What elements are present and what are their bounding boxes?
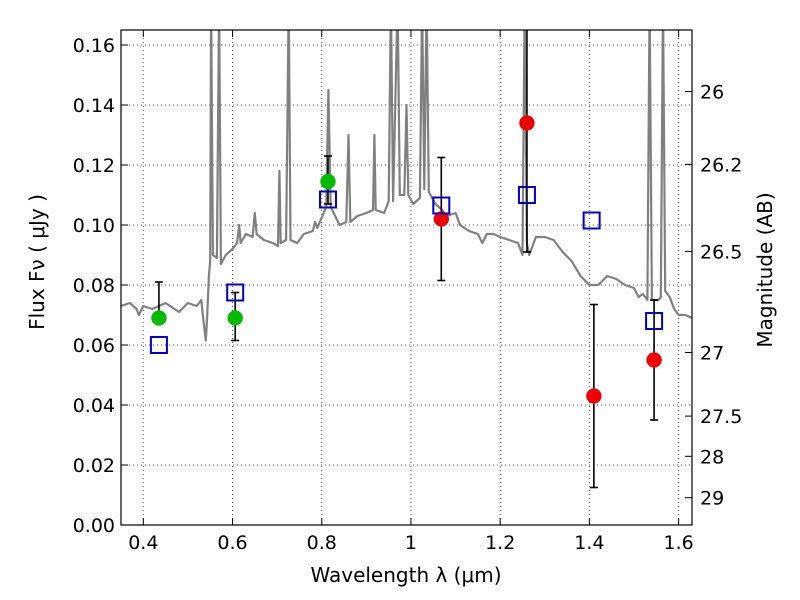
red-data-point	[519, 115, 535, 131]
y2-tick-label: 26.5	[700, 241, 742, 263]
model-square-marker	[517, 186, 536, 204]
model-square-marker	[582, 211, 601, 230]
y2-tick-label: 29	[700, 488, 724, 510]
x-tick-label: 0.4	[128, 532, 158, 554]
y-tick-label: 0.10	[73, 215, 115, 237]
y-tick-label: 0.06	[73, 335, 115, 357]
y2-tick-label: 26	[700, 82, 724, 104]
y2-axis-label: Magnitude (AB)	[753, 192, 777, 347]
x-tick-label: 1.2	[485, 532, 515, 554]
model-square-marker	[226, 283, 245, 302]
y-tick-label: 0.12	[73, 155, 115, 177]
x-tick-label: 0.6	[217, 532, 247, 554]
red-data-point	[433, 211, 450, 227]
spectrum-line	[121, 30, 692, 342]
model-square-marker	[149, 336, 168, 354]
y-tick-label: 0.04	[73, 395, 115, 417]
y2-tick-label: 27	[700, 343, 724, 365]
green-data-point	[227, 310, 243, 326]
grid	[121, 30, 692, 526]
x-axis-label: Wavelength λ (μm)	[310, 563, 501, 587]
green-data-point	[320, 173, 336, 190]
y-tick-label: 0.00	[73, 515, 115, 537]
green-data-point	[151, 310, 167, 326]
y-tick-label: 0.02	[73, 455, 115, 477]
axes: 0.4 0.6 0.8 1 1.2 1.4 1.6 0.00 0.02 0.04 0.06 0.08 0…	[73, 30, 742, 554]
y-tick-label: 0.16	[73, 35, 115, 57]
y-tick-label: 0.08	[73, 275, 115, 297]
x-tick-label: 1	[405, 532, 417, 554]
y2-tick-label: 26.2	[700, 154, 742, 176]
model-spectrum	[121, 30, 692, 342]
x-tick-label: 1.6	[664, 532, 694, 554]
model-square-marker	[645, 312, 664, 330]
red-data-point	[646, 352, 662, 368]
red-data-point	[586, 388, 602, 404]
model-square-marker	[432, 196, 451, 215]
y-tick-label: 0.14	[73, 95, 115, 117]
y2-tick-label: 27.5	[700, 406, 742, 428]
model-square-marker	[318, 190, 337, 209]
y2-tick-label: 28	[700, 446, 724, 468]
error-bars	[154, 30, 659, 489]
y-axis-label: Flux Fν ( μJy )	[25, 194, 49, 330]
plot-frame	[120, 29, 693, 526]
x-tick-label: 1.4	[574, 532, 604, 554]
data-markers	[149, 115, 664, 404]
x-tick-label: 0.8	[307, 532, 337, 554]
